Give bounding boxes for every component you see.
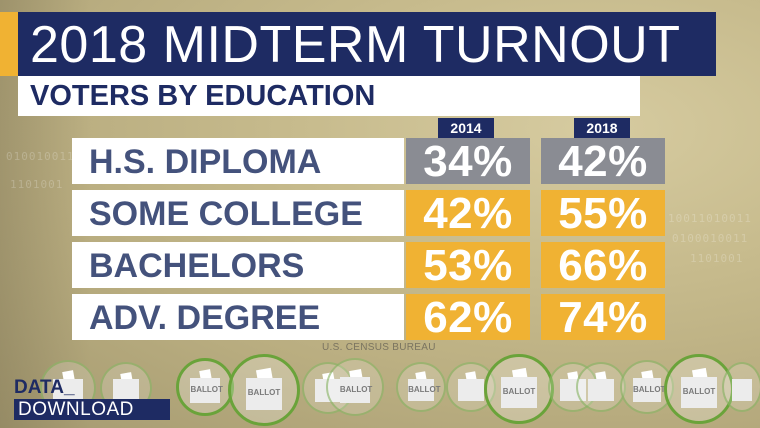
cell-adv-degree-2014: 62%	[406, 294, 530, 342]
ballot-box-icon: BALLOT	[228, 354, 300, 426]
cell-some-college-2014: 42%	[406, 190, 530, 238]
logo-data: DATA_	[14, 377, 75, 398]
ballot-box-icon	[446, 362, 496, 412]
logo-bar	[14, 399, 170, 420]
cell-adv-degree-2018: 74%	[541, 294, 665, 342]
cell-bachelors-2014: 53%	[406, 242, 530, 290]
page-title: 2018 MIDTERM TURNOUT	[30, 16, 681, 74]
row-label-box	[72, 138, 404, 184]
column-header-2014: 2014	[438, 118, 494, 138]
title-bar	[18, 12, 716, 76]
row-label-hs-diploma: H.S. DIPLOMA	[89, 143, 322, 181]
column-header-2018: 2018	[574, 118, 630, 138]
cell-bachelors-2018: 66%	[541, 242, 665, 290]
row-label-box	[72, 190, 404, 236]
row-label-box	[72, 242, 404, 288]
cell-hs-diploma-2018: 42%	[541, 138, 665, 186]
page-subtitle: VOTERS BY EDUCATION	[30, 80, 376, 112]
binary-pattern: 0100010011	[672, 232, 749, 245]
ballot-box-icon: BALLOT	[176, 358, 234, 416]
row-label-box	[72, 294, 404, 340]
subtitle-bar	[18, 76, 640, 116]
ballot-box-icon: BALLOT	[326, 358, 384, 416]
cell-some-college-2018: 55%	[541, 190, 665, 238]
logo-download: DOWNLOAD	[18, 399, 134, 420]
ballot-box-icon	[576, 362, 626, 412]
ballot-strip: BALLOT BALLOT BALLOT BALLOT BALLOT BALLO…	[0, 352, 760, 428]
ballot-box-icon: BALLOT	[484, 354, 554, 424]
title-accent	[0, 12, 18, 76]
binary-pattern: 1101001	[10, 178, 64, 191]
ballot-box-icon	[722, 362, 760, 412]
row-label-bachelors: BACHELORS	[89, 247, 305, 285]
ballot-box-icon: BALLOT	[396, 362, 446, 412]
source-credit: U.S. CENSUS BUREAU	[322, 342, 436, 353]
row-label-some-college: SOME COLLEGE	[89, 195, 363, 233]
binary-pattern: 10011010011	[668, 212, 752, 225]
row-label-adv-degree: ADV. DEGREE	[89, 299, 321, 337]
binary-pattern: 1101001	[690, 252, 744, 265]
cell-hs-diploma-2014: 34%	[406, 138, 530, 186]
binary-pattern: 0100100111	[6, 150, 83, 163]
